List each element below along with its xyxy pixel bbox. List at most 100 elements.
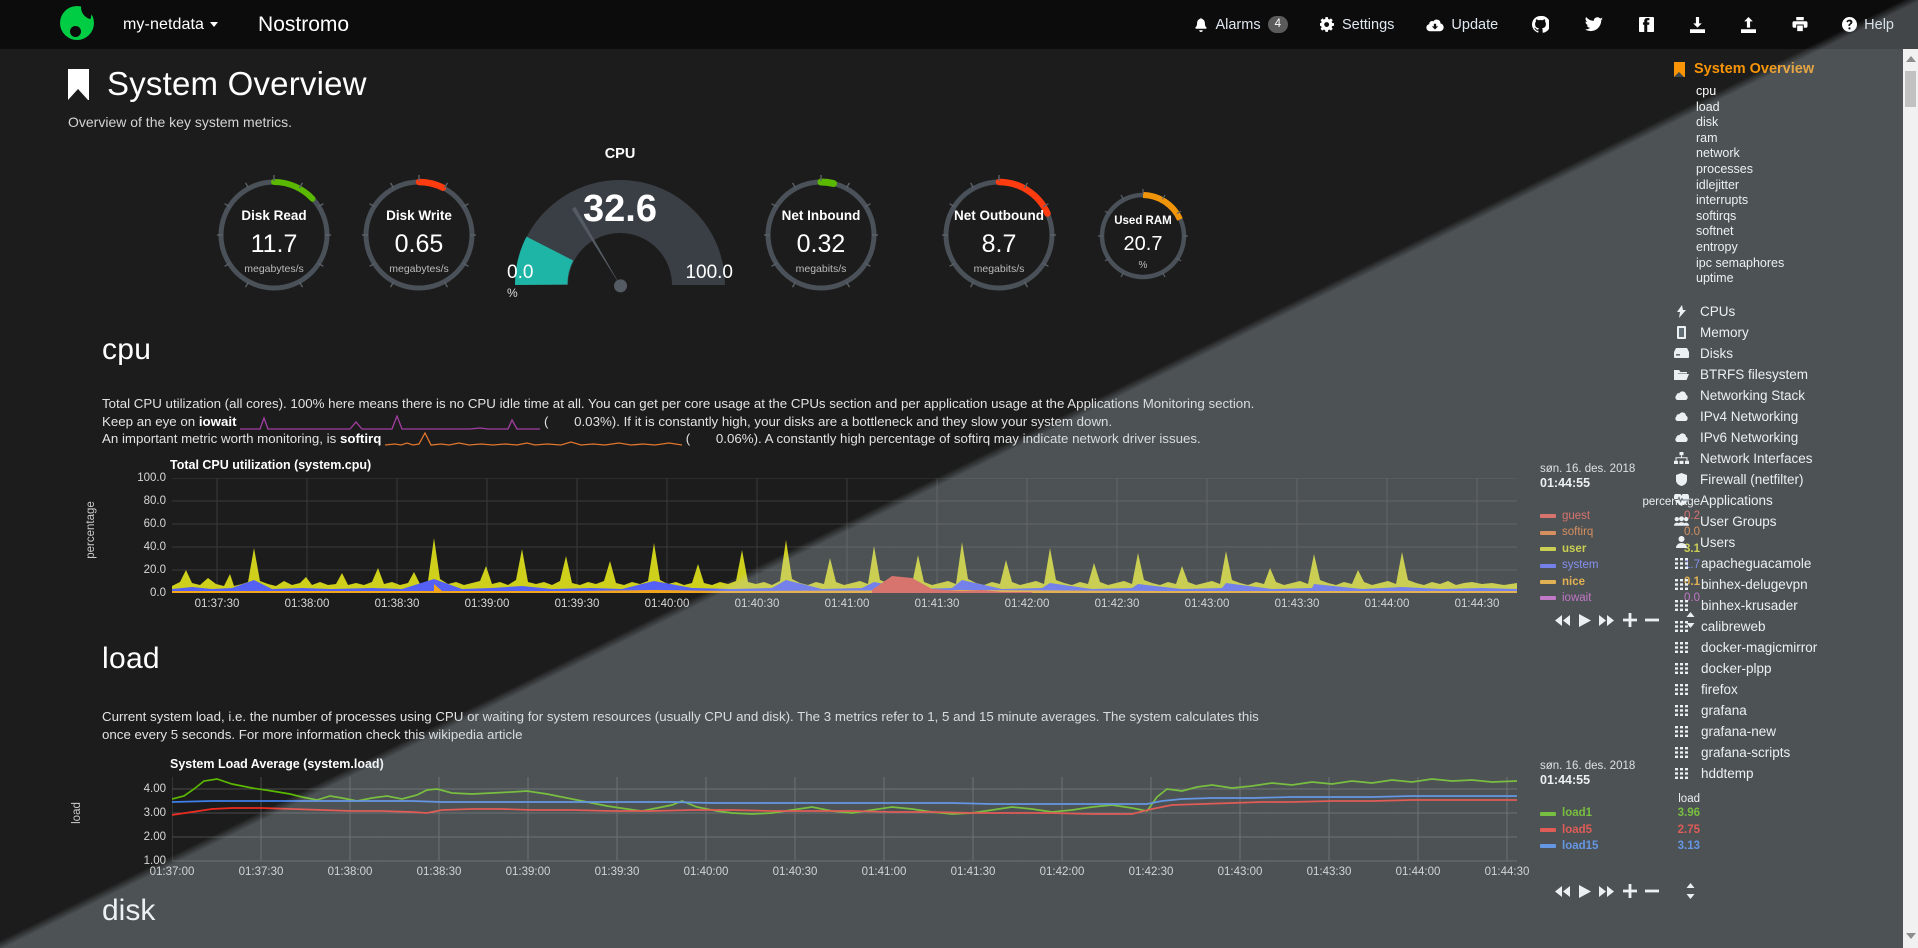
scrollbar-thumb[interactable] bbox=[1905, 71, 1916, 107]
legend-item[interactable]: load5 2.75 bbox=[1540, 822, 1700, 838]
sidebar-item-user-groups[interactable]: User Groups bbox=[1660, 511, 1903, 532]
sidebar-anchor-interrupts[interactable]: interrupts bbox=[1696, 193, 1749, 208]
gauge-net-outbound[interactable]: Net Outbound 8.7 megabits/s bbox=[937, 173, 1061, 297]
sidebar-item-users[interactable]: Users bbox=[1660, 532, 1903, 553]
sidebar-item-calibreweb[interactable]: calibreweb bbox=[1660, 616, 1903, 637]
nav-download[interactable] bbox=[1672, 0, 1723, 49]
sidebar-anchor-idlejitter[interactable]: idlejitter bbox=[1696, 177, 1740, 192]
scroll-down-arrow-icon[interactable] bbox=[1903, 928, 1918, 944]
alarms-count-badge: 4 bbox=[1267, 15, 1288, 34]
sidebar-item-btrfs-filesystem[interactable]: BTRFS filesystem bbox=[1660, 364, 1903, 385]
nav-print[interactable] bbox=[1774, 0, 1826, 49]
sidebar-item-docker-plpp[interactable]: docker-plpp bbox=[1660, 658, 1903, 679]
gauge-disk-write[interactable]: Disk Write 0.65 megabytes/s bbox=[357, 173, 481, 297]
rewind-icon[interactable] bbox=[1555, 614, 1571, 626]
bell-icon bbox=[1194, 17, 1208, 32]
sidebar-item-ipv4-networking[interactable]: IPv4 Networking bbox=[1660, 406, 1903, 427]
sidebar-item-hddtemp[interactable]: hddtemp bbox=[1660, 763, 1903, 784]
zoom-out-icon[interactable] bbox=[1645, 884, 1659, 898]
scroll-up-arrow-icon[interactable] bbox=[1903, 51, 1918, 67]
legend-item[interactable]: user 3.1 bbox=[1540, 541, 1700, 557]
sidebar-item-memory[interactable]: Memory bbox=[1660, 322, 1903, 343]
sidebar-anchor-entropy[interactable]: entropy bbox=[1696, 239, 1738, 254]
sidebar-item-label: IPv4 Networking bbox=[1700, 408, 1799, 424]
gauge-cpu[interactable]: CPU 32.6 0.0 % 100.0 bbox=[505, 146, 735, 305]
host-selector[interactable]: my-netdata bbox=[123, 16, 219, 34]
sidebar-item-binhex-delugevpn[interactable]: binhex-delugevpn bbox=[1660, 574, 1903, 595]
sidebar-anchor-ipc-semaphores[interactable]: ipc semaphores bbox=[1696, 255, 1785, 270]
nav-upload[interactable] bbox=[1723, 0, 1774, 49]
sidebar-anchor-uptime[interactable]: uptime bbox=[1696, 271, 1734, 286]
print-icon bbox=[1792, 17, 1808, 32]
section-load-heading: load bbox=[102, 642, 160, 676]
chart-system-load[interactable]: System Load Average (system.load) load 4… bbox=[71, 757, 1700, 900]
sidebar-item-grafana-scripts[interactable]: grafana-scripts bbox=[1660, 742, 1903, 763]
gauge-used-ram[interactable]: Used RAM 20.7 % bbox=[1095, 188, 1191, 284]
nav-facebook[interactable] bbox=[1621, 0, 1672, 49]
sidebar-item-docker-magicmirror[interactable]: docker-magicmirror bbox=[1660, 637, 1903, 658]
rewind-icon[interactable] bbox=[1555, 885, 1571, 897]
sidebar-item-label: grafana-new bbox=[1701, 723, 1777, 739]
nav-update[interactable]: Update bbox=[1410, 0, 1514, 49]
sidebar-item-binhex-krusader[interactable]: binhex-krusader bbox=[1660, 595, 1903, 616]
sidebar-item-ipv6-networking[interactable]: IPv6 Networking bbox=[1660, 427, 1903, 448]
sidebar-item-grafana-new[interactable]: grafana-new bbox=[1660, 721, 1903, 742]
sidebar-anchor-network[interactable]: network bbox=[1696, 146, 1740, 161]
cpu-desc-line3-post: ). A constantly high percentage of softi… bbox=[753, 431, 1201, 447]
section-disk: disk bbox=[0, 894, 1660, 928]
gauge-ring: Used RAM 20.7 % bbox=[1095, 188, 1191, 284]
play-icon[interactable] bbox=[1579, 884, 1591, 898]
chart-system-cpu[interactable]: Total CPU utilization (system.cpu) perce… bbox=[85, 458, 1700, 629]
cpu-desc-softirq-label: softirq bbox=[339, 431, 382, 447]
nav-github[interactable] bbox=[1514, 0, 1567, 49]
sidebar-item-applications[interactable]: Applications bbox=[1660, 490, 1903, 511]
nav-settings[interactable]: Settings bbox=[1304, 0, 1410, 49]
gauge-net-inbound[interactable]: Net Inbound 0.32 megabits/s bbox=[759, 173, 883, 297]
gauge-value: 20.7 bbox=[1123, 233, 1163, 255]
sidebar-anchor-disk[interactable]: disk bbox=[1696, 115, 1719, 130]
sidebar-item-firewall-netfilter[interactable]: Firewall (netfilter) bbox=[1660, 469, 1903, 490]
legend-item[interactable]: system 1.7 bbox=[1540, 557, 1700, 573]
zoom-out-icon[interactable] bbox=[1645, 613, 1659, 627]
sidebar-item-label: grafana-scripts bbox=[1701, 744, 1791, 760]
sidebar-item-disks[interactable]: Disks bbox=[1660, 343, 1903, 364]
page-scrollbar[interactable] bbox=[1903, 49, 1918, 948]
resize-icon[interactable] bbox=[1685, 612, 1696, 629]
sidebar-anchor-load[interactable]: load bbox=[1696, 99, 1720, 114]
sidebar-item-grafana[interactable]: grafana bbox=[1660, 700, 1903, 721]
legend-item[interactable]: load15 3.13 bbox=[1540, 838, 1700, 854]
sidebar-anchor-softnet[interactable]: softnet bbox=[1696, 224, 1734, 239]
users-icon bbox=[1674, 516, 1689, 526]
nav-help[interactable]: Help bbox=[1826, 0, 1918, 49]
legend-item[interactable]: iowait 0.0 bbox=[1540, 590, 1700, 606]
chart-system-load-yticks: 4.00 3.00 2.00 1.00 bbox=[143, 783, 166, 868]
legend-item[interactable]: softirq 0.0 bbox=[1540, 524, 1700, 540]
sidebar-item-apacheguacamole[interactable]: apacheguacamole bbox=[1660, 553, 1903, 574]
legend-item[interactable]: load1 3.96 bbox=[1540, 805, 1700, 821]
netdata-logo-icon[interactable] bbox=[58, 3, 96, 44]
gauge-units: megabytes/s bbox=[389, 263, 449, 275]
chart-system-load-plot bbox=[172, 777, 1517, 862]
zoom-in-icon[interactable] bbox=[1623, 884, 1637, 899]
nav-alarms[interactable]: Alarms 4 bbox=[1178, 0, 1304, 49]
forward-icon[interactable] bbox=[1599, 885, 1615, 897]
sidebar-item-networking-stack[interactable]: Networking Stack bbox=[1660, 385, 1903, 406]
gauge-disk-read[interactable]: Disk Read 11.7 megabytes/s bbox=[212, 173, 336, 297]
resize-icon[interactable] bbox=[1685, 883, 1696, 900]
sidebar-anchor-processes[interactable]: processes bbox=[1696, 161, 1753, 176]
legend-item[interactable]: nice 0.1 bbox=[1540, 574, 1700, 590]
sidebar-item-system-overview[interactable]: System Overview bbox=[1660, 49, 1903, 77]
legend-time: 01:44:55 bbox=[1540, 476, 1591, 491]
section-load-description: Current system load, i.e. the number of … bbox=[102, 709, 1259, 742]
sidebar-item-cpus[interactable]: CPUs bbox=[1660, 301, 1903, 322]
sidebar-anchor-ram[interactable]: ram bbox=[1696, 130, 1718, 145]
zoom-in-icon[interactable] bbox=[1623, 613, 1637, 628]
sidebar-item-label: Applications bbox=[1700, 492, 1773, 508]
sidebar-anchor-softirqs[interactable]: softirqs bbox=[1696, 208, 1737, 223]
nav-twitter[interactable] bbox=[1567, 0, 1621, 49]
play-icon[interactable] bbox=[1579, 613, 1591, 627]
forward-icon[interactable] bbox=[1599, 614, 1615, 626]
sidebar-item-network-interfaces[interactable]: Network Interfaces bbox=[1660, 448, 1903, 469]
sidebar-item-firefox[interactable]: firefox bbox=[1660, 679, 1903, 700]
sidebar-anchor-cpu[interactable]: cpu bbox=[1696, 84, 1717, 98]
